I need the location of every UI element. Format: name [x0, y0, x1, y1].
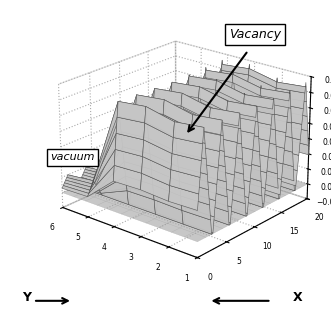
Text: Y: Y — [22, 291, 31, 304]
Text: vacuum: vacuum — [51, 152, 95, 163]
Text: Vacancy: Vacancy — [229, 28, 281, 41]
Text: X: X — [293, 291, 303, 304]
